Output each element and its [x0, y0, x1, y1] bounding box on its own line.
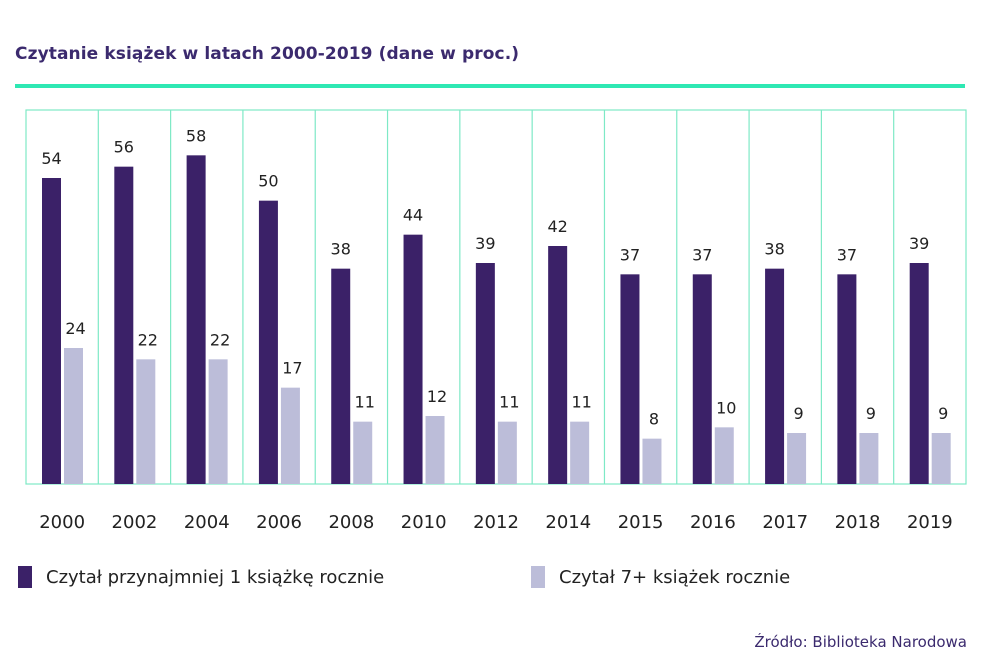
data-label-series2: 8: [649, 410, 659, 429]
legend-swatch-series2: [531, 566, 545, 588]
plot-frame: [25, 109, 967, 485]
data-label-series1: 50: [258, 172, 278, 191]
x-tick-label: 2015: [618, 512, 664, 533]
data-label-series1: 37: [692, 245, 712, 264]
data-label-series2: 22: [210, 330, 230, 349]
bar-series2: [859, 433, 879, 484]
bar-series2: [642, 438, 662, 484]
bar-series1: [42, 178, 61, 484]
data-label-series1: 39: [909, 234, 929, 253]
data-label-series2: 11: [571, 393, 591, 412]
bar-series1: [548, 246, 568, 484]
bar-series1: [331, 268, 351, 484]
bar-series2: [497, 421, 517, 484]
x-tick-label: 2019: [907, 512, 953, 533]
data-label-series1: 44: [403, 206, 423, 225]
x-tick-label: 2010: [401, 512, 447, 533]
chart-title: Czytanie książek w latach 2000-2019 (dan…: [15, 44, 520, 64]
x-tick-label: 2000: [39, 512, 85, 533]
bar-series2: [570, 421, 590, 484]
bar-series2: [931, 433, 951, 484]
data-label-series2: 17: [282, 359, 302, 378]
bar-series1: [258, 200, 278, 484]
data-label-series1: 39: [475, 234, 495, 253]
bar-series1: [837, 274, 857, 484]
bar-series1: [765, 268, 785, 484]
legend-label-series2: Czytał 7+ książek rocznie: [559, 566, 791, 588]
x-tick-label: 2006: [256, 512, 302, 533]
bar-series1: [186, 155, 206, 485]
data-label-series1: 38: [331, 240, 351, 259]
data-label-series2: 12: [427, 387, 447, 406]
x-tick-label: 2017: [762, 512, 808, 533]
data-label-series1: 54: [41, 149, 61, 168]
title-underline: [15, 84, 965, 88]
legend-series1: Czytał przynajmniej 1 książkę rocznie: [18, 566, 384, 588]
bar-series1: [403, 234, 423, 484]
data-label-series1: 56: [114, 138, 134, 157]
x-tick-label: 2018: [835, 512, 881, 533]
bar-series2: [136, 359, 156, 484]
legend-label-series1: Czytał przynajmniej 1 książkę rocznie: [46, 566, 385, 588]
x-tick-label: 2008: [328, 512, 374, 533]
data-label-series1: 42: [547, 217, 567, 236]
x-tick-label: 2014: [545, 512, 591, 533]
bar-series2: [353, 421, 373, 484]
bar-series2: [64, 348, 83, 484]
x-tick-label: 2002: [112, 512, 158, 533]
bar-series2: [425, 416, 445, 484]
data-label-series2: 9: [938, 404, 948, 423]
x-tick-label: 2004: [184, 512, 230, 533]
bar-series1: [620, 274, 640, 484]
bar-series2: [714, 427, 734, 484]
legend-series2: Czytał 7+ książek rocznie: [531, 566, 790, 588]
bar-series1: [114, 166, 134, 484]
bar-series2: [787, 433, 807, 484]
bar-series1: [909, 263, 929, 484]
data-label-series2: 9: [793, 404, 803, 423]
source-note: Źródło: Biblioteka Narodowa: [754, 633, 967, 651]
bar-series1: [692, 274, 712, 484]
bar-series1: [475, 263, 495, 484]
legend-swatch-series1: [18, 566, 32, 588]
data-label-series2: 11: [499, 393, 519, 412]
data-label-series2: 9: [866, 404, 876, 423]
data-label-series2: 11: [355, 393, 375, 412]
x-tick-label: 2016: [690, 512, 736, 533]
data-label-series2: 10: [716, 398, 736, 417]
bar-series2: [280, 387, 300, 484]
data-label-series2: 22: [138, 330, 158, 349]
data-label-series1: 37: [837, 245, 857, 264]
data-label-series1: 58: [186, 126, 206, 145]
data-label-series1: 37: [620, 245, 640, 264]
x-tick-label: 2012: [473, 512, 519, 533]
data-label-series2: 24: [65, 319, 85, 338]
bar-series2: [208, 359, 228, 484]
data-label-series1: 38: [764, 240, 784, 259]
